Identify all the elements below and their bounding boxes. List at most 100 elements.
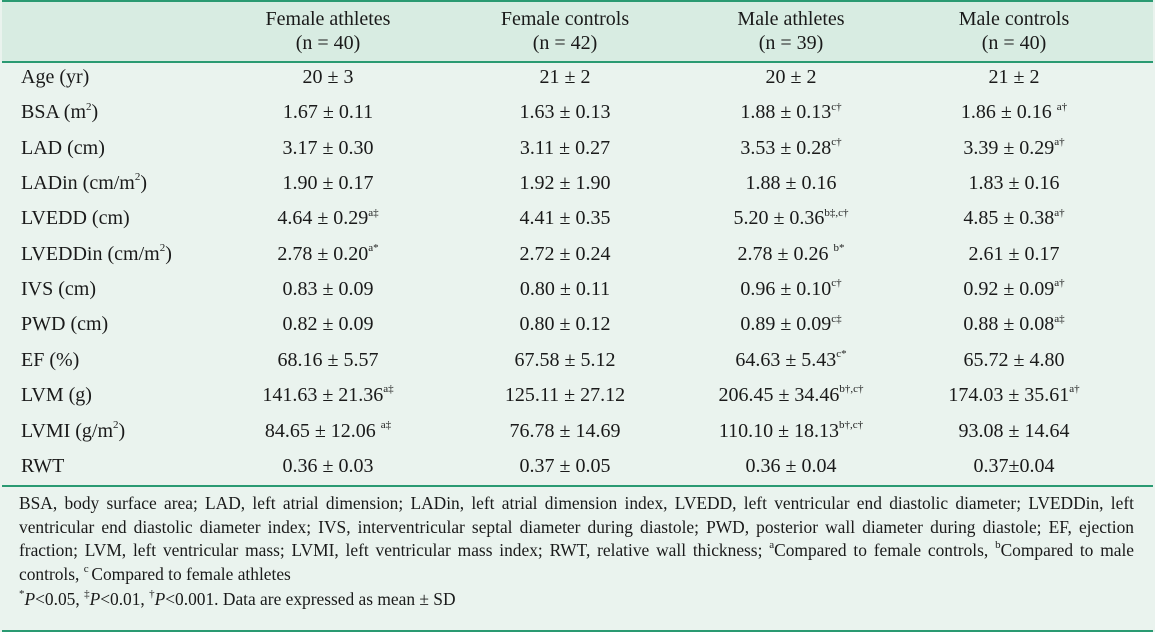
cell-value: 2.78 ± 0.26 [737,242,834,265]
row-label-text: LAD (cm) [21,136,105,159]
table-header-band [2,2,1153,61]
cell-value: 141.63 ± 21.36 [262,384,384,407]
cell-value: 4.64 ± 0.29 [277,207,369,230]
footnote-a-marker: a [769,539,775,552]
p1-text: <0.05, [35,589,85,609]
row-label-text: LVM (g) [21,384,92,407]
row-label-unit-sup: 2 [159,242,166,255]
cell-value: 93.08 ± 14.64 [958,419,1070,442]
cell-significance-marker: a‡ [1054,312,1065,325]
table-cell: 2.78 ± 0.20a* [228,243,428,266]
cell-value: 0.80 ± 0.12 [519,313,611,336]
significance-footnote: *P<0.05, ‡P<0.01, †P<0.001. Data are exp… [19,588,456,611]
table-cell: 0.37±0.04 [914,455,1114,478]
row-label: LAD (cm) [21,137,105,160]
p2-text: <0.01, [100,589,150,609]
cell-value: 1.83 ± 0.16 [968,172,1060,195]
table-cell: 3.11 ± 0.27 [465,137,665,160]
row-label-unit-sup: 2 [86,100,92,113]
cell-significance-marker: a† [1056,100,1068,113]
cell-significance-marker: a† [1054,136,1065,149]
cell-significance-marker: c† [831,277,842,290]
p2-var: P [89,589,101,609]
table-cell: 1.86 ± 0.16 a† [914,101,1114,124]
cell-value: 206.45 ± 34.46 [718,384,840,407]
table-cell: 1.63 ± 0.13 [465,101,665,124]
table-cell: 3.39 ± 0.29a† [914,137,1114,160]
row-label: LVEDD (cm) [21,207,130,230]
table-cell: 0.89 ± 0.09c‡ [691,313,891,336]
table-cell: 20 ± 2 [691,66,891,89]
table-cell: 0.96 ± 0.10c† [691,278,891,301]
table-cell: 4.41 ± 0.35 [465,207,665,230]
row-label: PWD (cm) [21,313,108,336]
cell-significance-marker: b†,c† [839,383,864,396]
cell-value: 4.41 ± 0.35 [519,207,611,230]
row-label-tail: ) [165,242,172,265]
table-row: PWD (cm) 0.82 ± 0.09 0.80 ± 0.12 0.89 ± 0.0… [0,309,1155,344]
footnote-b-marker: b [995,539,1001,552]
cell-significance-marker: a† [1054,206,1065,219]
cell-value: 0.92 ± 0.09 [963,278,1055,301]
cell-value: 5.20 ± 0.36 [733,207,825,230]
cell-significance-marker: c* [836,348,847,361]
p2-marker: ‡ [84,588,90,601]
header-rule [2,61,1153,63]
row-label-text: BSA (m [21,101,87,124]
top-rule [2,0,1153,2]
column-header-name: Male athletes [737,8,845,30]
cell-value: 3.11 ± 0.27 [519,136,611,159]
row-label-unit-sup: 2 [134,171,141,184]
column-header-male-athletes: Male athletes (n = 39) [691,7,891,55]
cell-value: 125.11 ± 27.12 [504,384,626,407]
row-label-text: RWT [21,454,65,477]
table-cell: 76.78 ± 14.69 [465,420,665,443]
table-cell: 0.82 ± 0.09 [228,313,428,336]
table-cell: 20 ± 3 [228,66,428,89]
cell-significance-marker: c† [831,136,842,149]
table-cell: 3.53 ± 0.28c† [691,137,891,160]
row-label: LVEDDin (cm/m2) [21,243,172,266]
cell-value: 0.80 ± 0.11 [519,278,611,301]
cell-significance-marker: c† [831,100,842,113]
row-label-text: LVEDD (cm) [21,207,130,230]
table-cell: 0.80 ± 0.12 [465,313,665,336]
footnote-c-marker: c [83,562,92,575]
cell-value: 2.61 ± 0.17 [968,242,1060,265]
table-body-band [2,63,1153,485]
table-cell: 1.83 ± 0.16 [914,172,1114,195]
p1-var: P [24,589,36,609]
p3-text: <0.001. Data are expressed as mean ± SD [165,589,456,609]
table-cell: 206.45 ± 34.46b†,c† [691,384,891,407]
table-cell: 110.10 ± 18.13b†,c† [691,419,891,443]
table-row: LVM (g) 141.63 ± 21.36a‡ 125.11 ± 27.12 206… [0,380,1155,415]
cell-value: 0.37±0.04 [973,454,1055,477]
cell-significance-marker: c‡ [831,312,842,325]
table-row: LVMI (g/m2) 84.65 ± 12.06 a‡ 76.78 ± 14.69… [0,416,1155,451]
column-header-n: (n = 39) [758,32,824,54]
table-cell: 1.88 ± 0.16 [691,172,891,195]
table-cell: 4.64 ± 0.29a‡ [228,207,428,230]
row-label-text: PWD (cm) [21,313,109,336]
p3-var: P [154,589,166,609]
row-label: LVM (g) [21,384,92,407]
table-cell: 1.92 ± 1.90 [465,172,665,195]
column-header-n: (n = 42) [532,32,598,54]
column-header-female-athletes: Female athletes (n = 40) [228,7,428,55]
column-header-name: Female athletes [265,8,391,30]
cell-value: 76.78 ± 14.69 [509,419,621,442]
row-label: IVS (cm) [21,278,96,301]
footnote-b-text: Compared to male controls, [19,540,1134,584]
table-cell: 84.65 ± 12.06 a‡ [228,419,428,443]
cell-value: 4.85 ± 0.38 [963,207,1055,230]
table-cell: 0.36 ± 0.04 [691,455,891,478]
cell-significance-marker: a‡ [368,206,379,219]
cell-value: 0.36 ± 0.03 [282,454,374,477]
cell-value: 1.67 ± 0.11 [282,101,374,124]
table-cell: 1.90 ± 0.17 [228,172,428,195]
cell-value: 21 ± 2 [539,66,591,88]
cell-value: 68.16 ± 5.57 [277,348,379,371]
cell-value: 3.39 ± 0.29 [963,136,1055,159]
row-label-text: LVMI (g/m [21,419,114,442]
cell-significance-marker: b‡,c† [824,206,849,219]
